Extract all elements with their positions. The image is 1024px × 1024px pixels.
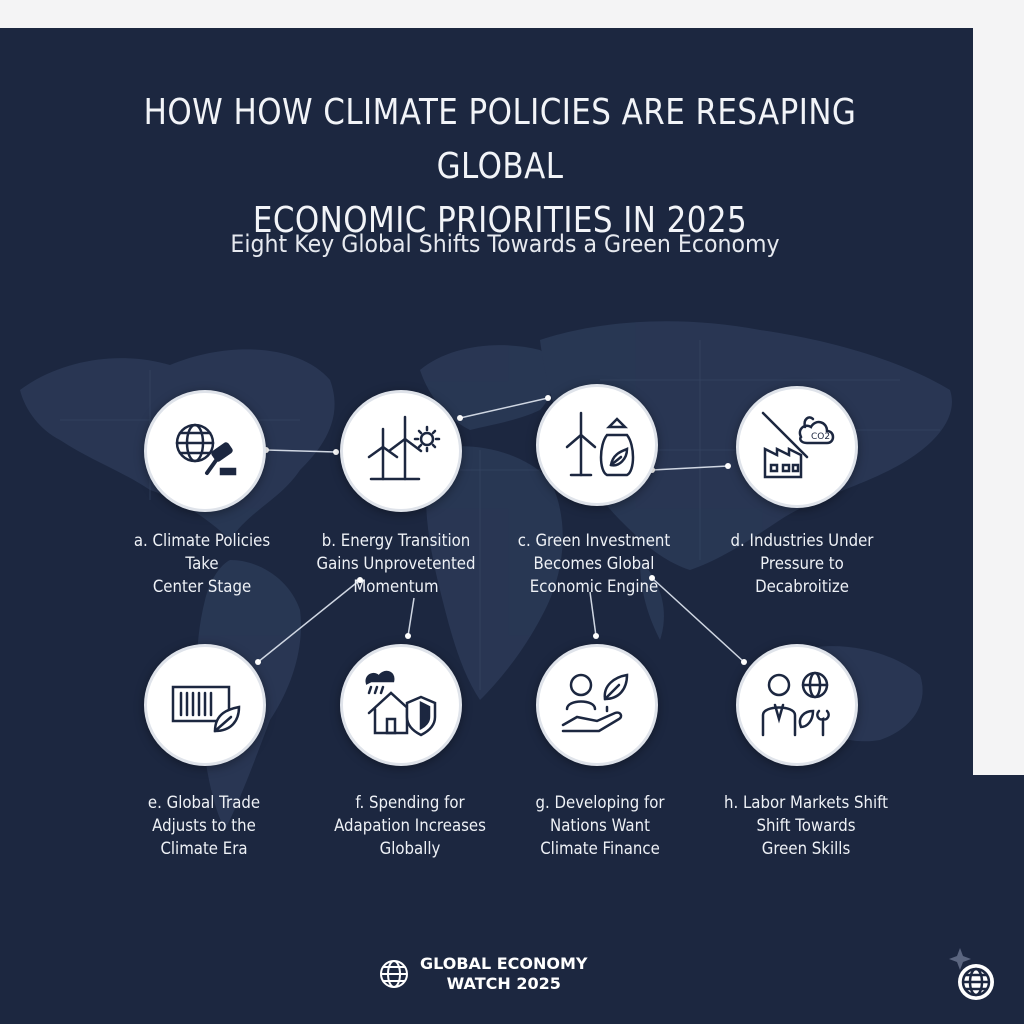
- factory-co2-icon: CO2: [761, 411, 835, 479]
- node-f-label-line-2: Adapation Increases: [334, 816, 486, 836]
- node-f-label-line-3: Globally: [379, 839, 441, 859]
- node-e-circle: [144, 644, 266, 766]
- node-g-label-line-3: Climate Finance: [540, 839, 660, 859]
- node-c-label: c. Green Investment Becomes Global Econo…: [506, 530, 682, 599]
- globe-gavel-icon: [175, 423, 237, 476]
- wind-turbine-sun-icon: [367, 415, 441, 481]
- node-b-label-line-1: b. Energy Transition: [321, 531, 471, 551]
- node-h-label-line-1: h. Labor Markets Shift: [723, 793, 889, 813]
- node-e-label-line-1: e. Global Trade: [147, 793, 261, 813]
- node-a-circle: [144, 390, 266, 512]
- container-leaf-icon: [171, 685, 241, 733]
- node-b-label-line-3: Momentum: [353, 577, 439, 597]
- page-title: HOW HOW CLIMATE POLICIES ARE RESAPING GL…: [96, 86, 904, 248]
- node-h-label-line-2: Shift Towards: [756, 816, 856, 836]
- corner-globe-logo-icon: [949, 948, 994, 1000]
- node-f-label: f. Spending for Adapation Increases Glob…: [322, 792, 498, 861]
- footer-text: GLOBAL ECONOMY WATCH 2025: [420, 954, 587, 994]
- node-b-label-line-2: Gains Unprovetented: [316, 554, 476, 574]
- node-h-label: h. Labor Markets Shift Shift Towards Gre…: [718, 792, 894, 861]
- footer-line-1: GLOBAL ECONOMY: [420, 954, 588, 973]
- node-a-label: a. Climate Policies Take Center Stage: [114, 530, 290, 599]
- title-line-2: ECONOMIC PRIORITIES IN 2025: [252, 200, 748, 241]
- house-storm-shield-icon: [365, 670, 437, 737]
- worker-globe-tools-icon: [761, 671, 830, 737]
- node-c-circle: [536, 384, 658, 506]
- title-line-1: HOW HOW CLIMATE POLICIES ARE RESAPING GL…: [143, 92, 857, 187]
- right-border: [973, 0, 1024, 775]
- node-a-label-line-2: Take: [185, 554, 219, 574]
- node-e-label-line-2: Adjusts to the: [152, 816, 256, 836]
- node-g-label: g. Developing for Nations Want Climate F…: [512, 792, 688, 861]
- node-h-label-line-3: Green Skills: [761, 839, 851, 859]
- node-a-label-line-3: Center Stage: [152, 577, 252, 597]
- footer-line-2: WATCH 2025: [446, 974, 561, 993]
- node-e-label-line-3: Climate Era: [160, 839, 248, 859]
- globe-icon: [380, 960, 408, 988]
- page-subtitle: Eight Key Global Shifts Towards a Green …: [230, 230, 780, 258]
- node-d-circle: CO2: [736, 386, 858, 508]
- co2-text: CO2: [811, 432, 830, 442]
- node-d-label-line-3: Decabroitize: [755, 577, 849, 597]
- node-b-circle: [340, 390, 462, 512]
- node-d-label-line-1: d. Industries Under: [730, 531, 874, 551]
- node-f-label-line-1: f. Spending for: [355, 793, 465, 813]
- node-c-label-line-1: c. Green Investment: [517, 531, 671, 551]
- node-d-label: d. Industries Under Pressure to Decabroi…: [714, 530, 890, 599]
- turbine-money-bag-icon: [565, 411, 635, 477]
- node-g-circle: [536, 644, 658, 766]
- top-border: [0, 0, 1024, 28]
- node-g-label-line-1: g. Developing for: [535, 793, 665, 813]
- node-c-label-line-3: Economic Engine: [529, 577, 659, 597]
- node-d-label-line-2: Pressure to: [760, 554, 844, 574]
- footer-brand: GLOBAL ECONOMY WATCH 2025: [378, 952, 587, 996]
- node-b-label: b. Energy Transition Gains Unprovetented…: [308, 530, 484, 599]
- node-f-circle: [340, 644, 462, 766]
- person-hand-leaf-icon: [561, 673, 629, 733]
- node-e-label: e. Global Trade Adjusts to the Climate E…: [116, 792, 292, 861]
- node-c-label-line-2: Becomes Global: [533, 554, 655, 574]
- node-g-label-line-2: Nations Want: [550, 816, 650, 836]
- node-a-label-line-1: a. Climate Policies: [133, 531, 271, 551]
- node-h-circle: [736, 644, 858, 766]
